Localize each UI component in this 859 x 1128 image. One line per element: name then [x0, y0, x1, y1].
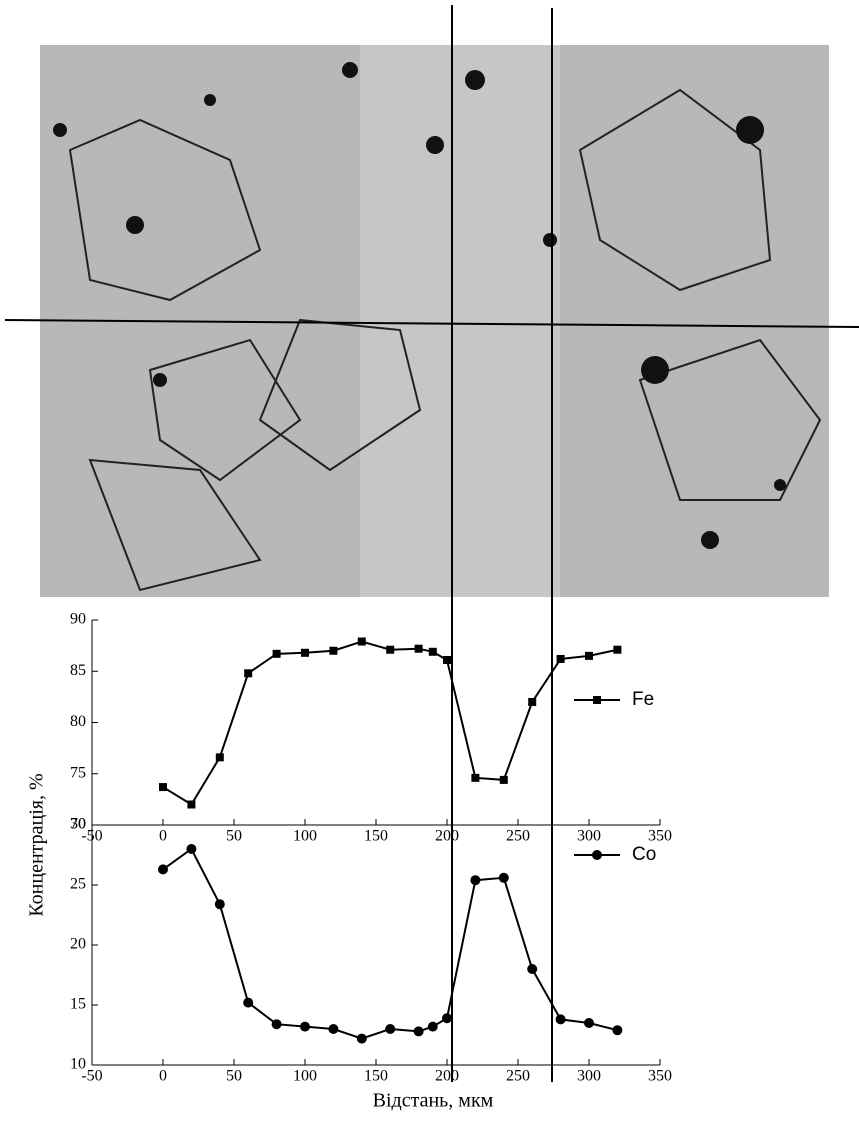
data-point	[498, 872, 509, 883]
data-line	[162, 640, 618, 806]
data-point	[427, 1021, 438, 1032]
data-point	[244, 669, 253, 678]
y-tick-label: 20	[70, 936, 86, 953]
data-point	[428, 647, 437, 656]
grain-boundaries	[68, 88, 822, 592]
legend-label: Co	[632, 844, 656, 865]
data-point	[301, 648, 309, 657]
y-tick-label: 75	[70, 764, 86, 781]
legend-marker	[592, 850, 602, 860]
data-point	[187, 800, 196, 809]
data-point	[527, 964, 538, 974]
pores	[53, 62, 786, 549]
data-point	[584, 1018, 594, 1028]
x-tick-label: 350	[648, 1068, 672, 1085]
x-tick-label: 250	[506, 1068, 530, 1085]
data-point	[357, 637, 366, 646]
data-point	[329, 646, 338, 655]
data-point	[159, 783, 167, 792]
data-point	[386, 645, 395, 654]
data-point	[414, 644, 423, 653]
x-tick-label: 100	[293, 828, 317, 845]
x-tick-label: 350	[648, 828, 672, 845]
x-tick-label: 200	[435, 828, 459, 845]
data-point	[328, 1024, 339, 1034]
data-point	[499, 775, 508, 784]
data-point	[612, 1025, 623, 1036]
x-tick-label: 300	[577, 1068, 601, 1085]
y-tick-label: 85	[70, 662, 86, 679]
micrograph-light-band	[360, 45, 560, 597]
data-point	[413, 1026, 424, 1037]
x-tick-label: 250	[506, 828, 530, 845]
x-tick-label: 0	[159, 828, 167, 845]
data-line	[162, 847, 618, 1040]
x-tick-label: 150	[364, 1068, 388, 1085]
x-tick-label: 150	[364, 828, 388, 845]
data-point	[186, 844, 197, 854]
data-point	[300, 1021, 310, 1032]
legend-label: Fe	[632, 689, 654, 710]
data-point	[471, 773, 480, 782]
y-tick-label: 30	[70, 816, 86, 833]
data-point	[271, 1019, 282, 1030]
x-tick-label: 50	[226, 828, 242, 845]
data-point	[215, 753, 224, 762]
y-tick-label: 25	[70, 876, 86, 893]
y-tick-label: 70	[70, 816, 86, 833]
x-tick-label: 300	[577, 828, 601, 845]
data-point	[272, 649, 281, 658]
data-point	[555, 1014, 566, 1025]
profile-line	[4, 319, 859, 328]
data-point	[442, 1013, 452, 1024]
x-tick-label: -50	[81, 1068, 102, 1085]
x-tick-label: 200	[435, 1068, 459, 1085]
y-tick-label: 90	[70, 611, 86, 628]
data-point	[556, 654, 565, 663]
data-point	[243, 997, 254, 1008]
x-axis-title: Відстань, мкм	[373, 1090, 494, 1112]
data-point	[214, 899, 225, 910]
y-axis-title: Концентрація, %	[26, 773, 48, 916]
data-point	[528, 698, 537, 706]
y-tick-label: 10	[70, 1056, 86, 1073]
data-point	[443, 655, 451, 664]
y-tick-label: 15	[70, 996, 86, 1013]
legend-marker	[593, 696, 601, 704]
x-tick-label: 0	[159, 1068, 167, 1085]
x-tick-label: 100	[293, 1068, 317, 1085]
data-point	[158, 864, 168, 875]
x-tick-label: 50	[226, 1068, 242, 1085]
data-point	[585, 651, 593, 660]
data-point	[613, 645, 622, 654]
y-tick-label: 80	[70, 713, 86, 730]
data-point	[470, 875, 481, 886]
data-point	[385, 1024, 396, 1034]
data-point	[356, 1033, 367, 1044]
